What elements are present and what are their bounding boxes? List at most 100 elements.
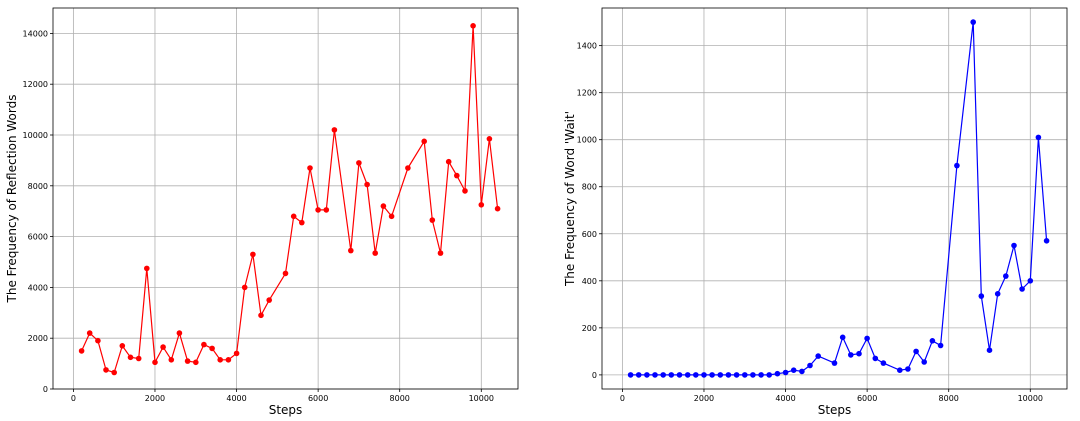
data-point (782, 369, 789, 376)
data-point (282, 270, 289, 277)
data-point (1011, 242, 1017, 249)
data-point (742, 372, 748, 378)
y-tick-label: 8000 (28, 182, 48, 191)
data-point (470, 23, 476, 29)
y-tick-label: 1400 (577, 42, 597, 51)
data-point (978, 293, 985, 299)
data-point (486, 136, 493, 142)
data-point (684, 372, 691, 378)
x-axis-title: Steps (818, 403, 852, 417)
data-point (388, 213, 395, 220)
data-point (437, 250, 444, 256)
data-point (937, 342, 944, 349)
y-tick-label: 12000 (23, 80, 48, 89)
data-point (462, 188, 468, 194)
data-point (217, 357, 223, 363)
data-point (660, 372, 666, 378)
y-tick-label: 0 (592, 371, 597, 380)
data-point (372, 250, 379, 256)
data-point (152, 359, 158, 366)
data-point (766, 372, 772, 378)
data-point (774, 370, 781, 377)
data-point (790, 367, 797, 374)
data-point (380, 203, 387, 209)
series-line (81, 25, 499, 374)
data-point (652, 372, 658, 378)
data-point (160, 344, 166, 350)
y-axis-title: The Frequency of Reflection Words (5, 95, 19, 304)
data-point (970, 19, 976, 25)
data-point (307, 165, 313, 171)
data-point (644, 372, 650, 378)
data-point (668, 372, 675, 378)
data-point (193, 359, 199, 366)
data-point (929, 338, 936, 344)
data-point (807, 362, 813, 369)
x-tick-label: 8000 (390, 394, 410, 403)
data-point (429, 217, 436, 223)
y-tick-label: 600 (582, 230, 597, 239)
y-tick-label: 800 (582, 183, 597, 192)
data-point (676, 372, 683, 378)
y-tick-label: 10000 (23, 131, 48, 140)
data-point (86, 330, 93, 336)
data-point (405, 165, 411, 171)
data-point (266, 297, 273, 303)
data-point (986, 347, 993, 354)
data-point (921, 359, 927, 365)
x-tick-label: 2000 (145, 394, 165, 403)
data-point (127, 354, 134, 361)
y-tick-label: 400 (582, 277, 597, 286)
data-point (709, 372, 715, 378)
chart-2: 0 2000 4000 6000 8000 10000 0 200 400 600 800 1000 1… (563, 7, 1068, 417)
data-point (839, 334, 846, 341)
data-point (725, 372, 732, 378)
data-point (848, 352, 854, 358)
x-tick-label: 0 (71, 394, 76, 403)
data-point (225, 357, 232, 363)
data-point (799, 368, 805, 375)
plot-frame (52, 7, 519, 390)
data-point (421, 138, 428, 145)
y-tick-label: 1200 (577, 89, 597, 98)
data-point (693, 372, 699, 378)
data-point (184, 358, 191, 364)
data-point (635, 372, 642, 378)
data-point (445, 158, 452, 165)
data-point (290, 213, 297, 220)
data-point (758, 372, 764, 378)
x-tick-label: 4000 (775, 394, 795, 403)
x-tick-label: 2000 (694, 394, 714, 403)
x-axis-title: Steps (269, 403, 303, 417)
y-tick-label: 0 (43, 385, 48, 394)
data-point (250, 251, 256, 258)
data-point (880, 360, 887, 366)
data-point (95, 337, 101, 344)
y-tick-label: 4000 (28, 283, 48, 292)
y-tick-label: 200 (582, 324, 597, 333)
data-point (315, 207, 321, 213)
data-point (897, 367, 903, 374)
data-point (454, 172, 460, 179)
data-point (1043, 238, 1050, 244)
data-point (864, 335, 870, 342)
series-line (630, 21, 1048, 376)
data-point (103, 367, 109, 373)
x-tick-label: 8000 (939, 394, 959, 403)
data-point (323, 207, 330, 213)
data-point (733, 372, 740, 378)
x-tick-label: 10000 (1018, 394, 1043, 403)
data-point (701, 372, 707, 378)
plot-frame (601, 7, 1068, 390)
data-point (78, 348, 85, 354)
data-point (1035, 134, 1042, 141)
data-point (913, 348, 919, 355)
data-point (119, 343, 126, 349)
data-point (494, 205, 501, 212)
data-point (831, 360, 838, 366)
data-point (364, 181, 370, 188)
data-point (954, 162, 960, 169)
data-point (717, 372, 724, 378)
